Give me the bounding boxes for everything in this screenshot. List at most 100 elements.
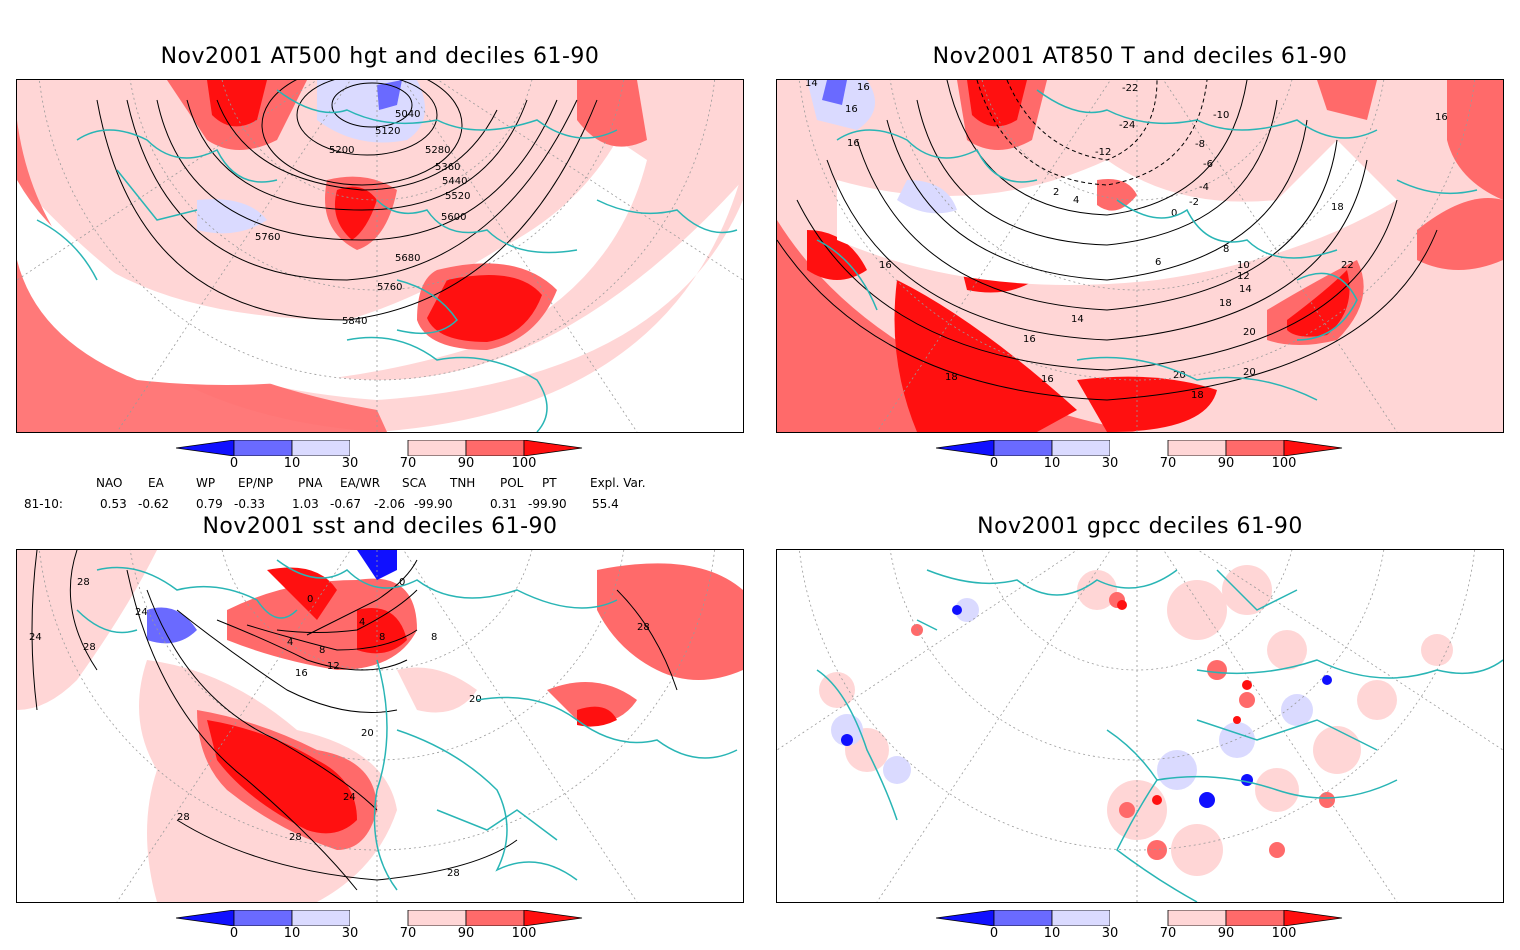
colorbar-label: 10 xyxy=(283,926,301,941)
index-value: -99.90 xyxy=(414,497,453,511)
panel-title-sst: Nov2001 sst and deciles 61-90 xyxy=(202,514,558,539)
contour-label: 20 xyxy=(1243,367,1256,378)
colorbar-label: 30 xyxy=(341,456,359,471)
contour-label: 0 xyxy=(1171,208,1177,219)
contour-label: 18 xyxy=(1219,298,1232,309)
contour-label: -2 xyxy=(1189,197,1199,208)
index-header: Expl. Var. xyxy=(590,476,646,490)
contour-label: 4 xyxy=(359,617,365,628)
contour-label: 20 xyxy=(469,694,482,705)
colorbar-label: 90 xyxy=(457,456,475,471)
contour-label: 12 xyxy=(327,661,340,672)
contour-label: 8 xyxy=(1223,244,1229,255)
contour-label: 4 xyxy=(287,637,293,648)
contour-label: 14 xyxy=(1071,314,1084,325)
contour-label: 5280 xyxy=(425,145,450,156)
contour-label: 8 xyxy=(319,645,325,656)
colorbar-label: 70 xyxy=(1159,926,1177,941)
panel-title-at500: Nov2001 AT500 hgt and deciles 61-90 xyxy=(160,44,600,69)
contour-label: 28 xyxy=(289,832,302,843)
contour-label: 16 xyxy=(295,668,308,679)
contour-label: 28 xyxy=(83,642,96,653)
contour-label: 5600 xyxy=(441,212,466,223)
contour-label: 5680 xyxy=(395,253,420,264)
contour-label: 20 xyxy=(1243,327,1256,338)
contour-label: 24 xyxy=(343,792,356,803)
contour-label: 18 xyxy=(1191,390,1204,401)
index-value: -2.06 xyxy=(374,497,406,511)
contour-label: 5440 xyxy=(442,176,467,187)
colorbar-label: 90 xyxy=(457,926,475,941)
colorbar-label: 0 xyxy=(989,926,999,941)
index-value: 0.79 xyxy=(196,497,223,511)
contour-label: 5760 xyxy=(377,282,402,293)
contour-label: 16 xyxy=(847,138,860,149)
contour-label: 16 xyxy=(845,104,858,115)
colorbar-top-right: 0 10 30 70 90 100 xyxy=(935,439,1356,480)
panel-title-gpcc: Nov2001 gpcc deciles 61-90 xyxy=(977,514,1303,539)
index-header: WP xyxy=(196,476,216,490)
contour-label: 16 xyxy=(857,82,870,93)
contour-label: 20 xyxy=(361,728,374,739)
index-value: 1.03 xyxy=(292,497,319,511)
index-header: SCA xyxy=(402,476,427,490)
index-row-label: 81-10: xyxy=(24,497,63,511)
contour-label: 16 xyxy=(879,260,892,271)
contour-label: 5360 xyxy=(435,162,460,173)
contour-label: -24 xyxy=(1119,120,1135,131)
colorbar-label: 10 xyxy=(283,456,301,471)
colorbar-label: 0 xyxy=(229,456,239,471)
contour-label: 5200 xyxy=(329,145,354,156)
colorbar-label: 0 xyxy=(989,456,999,471)
contour-label: 5840 xyxy=(342,316,367,327)
contour-label: 6 xyxy=(1155,257,1161,268)
contour-label: 18 xyxy=(945,372,958,383)
contour-label: 24 xyxy=(135,607,148,618)
colorbar-bottom-left: 0 10 30 70 90 100 xyxy=(175,909,596,950)
index-value: -99.90 xyxy=(528,497,567,511)
contour-label: 8 xyxy=(379,632,385,643)
contour-label: 16 xyxy=(1435,112,1448,123)
contour-label: 28 xyxy=(77,577,90,588)
index-header: PNA xyxy=(298,476,323,490)
index-header: PT xyxy=(542,476,557,490)
contour-label: -22 xyxy=(1122,83,1138,94)
colorbar-label: 90 xyxy=(1217,926,1235,941)
contour-label: 5760 xyxy=(255,232,280,243)
colorbar-label: 90 xyxy=(1217,456,1235,471)
map-at850-temp: 14 16 16 16 -22 -24 -12 -10 -8 -6 -4 -2 … xyxy=(776,79,1504,433)
contour-label: 0 xyxy=(399,577,405,588)
index-header: POL xyxy=(500,476,524,490)
contour-label: 2 xyxy=(1053,187,1059,198)
index-value: -0.33 xyxy=(234,497,266,511)
contour-label: 16 xyxy=(1023,334,1036,345)
contour-label: -8 xyxy=(1195,139,1205,150)
index-header: EP/NP xyxy=(238,476,274,490)
colorbar-label: 70 xyxy=(1159,456,1177,471)
index-header: EA xyxy=(148,476,164,490)
contour-label: 5120 xyxy=(375,126,400,137)
contour-label: 12 xyxy=(1237,271,1250,282)
contour-label: 20 xyxy=(1173,370,1186,381)
colorbar-label: 0 xyxy=(229,926,239,941)
index-header: NAO xyxy=(96,476,123,490)
colorbar-label: 100 xyxy=(511,456,537,471)
contour-label: 14 xyxy=(1239,284,1252,295)
contour-label: -4 xyxy=(1199,182,1209,193)
colorbar-label: 100 xyxy=(511,926,537,941)
colorbar-top-left: 0 10 30 70 90 100 xyxy=(175,439,596,480)
contour-label: 24 xyxy=(29,632,42,643)
contour-label: 5040 xyxy=(395,109,420,120)
colorbar-label: 10 xyxy=(1043,456,1061,471)
colorbar-label: 100 xyxy=(1271,926,1297,941)
contour-label: 14 xyxy=(805,80,818,89)
contour-label: 16 xyxy=(1041,374,1054,385)
contour-label: 22 xyxy=(1341,260,1354,271)
index-value: -0.62 xyxy=(138,497,170,511)
contour-label: 10 xyxy=(1237,260,1250,271)
colorbar-label: 10 xyxy=(1043,926,1061,941)
index-header: TNH xyxy=(450,476,476,490)
index-value: 0.53 xyxy=(100,497,127,511)
contour-label: 28 xyxy=(177,812,190,823)
contour-label: -10 xyxy=(1213,110,1229,121)
